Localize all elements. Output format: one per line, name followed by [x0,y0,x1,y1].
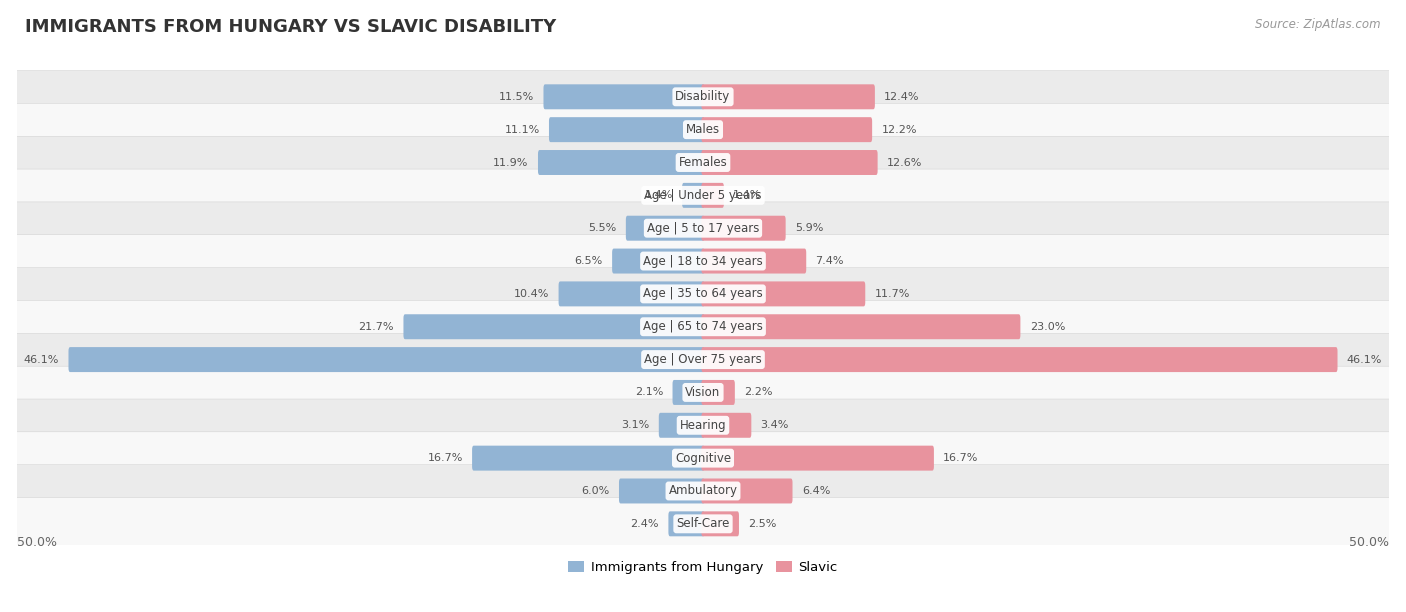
Text: Self-Care: Self-Care [676,517,730,531]
FancyBboxPatch shape [702,512,740,536]
FancyBboxPatch shape [702,282,865,307]
Text: 6.0%: 6.0% [582,486,610,496]
FancyBboxPatch shape [702,380,735,405]
Text: Disability: Disability [675,91,731,103]
Text: 11.1%: 11.1% [505,125,540,135]
FancyBboxPatch shape [659,413,704,438]
FancyBboxPatch shape [702,215,786,241]
FancyBboxPatch shape [702,413,751,438]
FancyBboxPatch shape [6,334,1400,386]
FancyBboxPatch shape [702,84,875,110]
Text: 2.5%: 2.5% [748,519,776,529]
Text: 46.1%: 46.1% [1347,354,1382,365]
FancyBboxPatch shape [626,215,704,241]
FancyBboxPatch shape [702,446,934,471]
Text: 2.4%: 2.4% [630,519,659,529]
Text: Vision: Vision [685,386,721,399]
Text: 1.4%: 1.4% [644,190,673,200]
Text: 3.4%: 3.4% [761,420,789,430]
Text: 2.2%: 2.2% [744,387,773,397]
Text: 5.9%: 5.9% [794,223,824,233]
FancyBboxPatch shape [538,150,704,175]
Text: Age | Under 5 years: Age | Under 5 years [644,189,762,202]
Text: Hearing: Hearing [679,419,727,432]
FancyBboxPatch shape [6,70,1400,123]
FancyBboxPatch shape [472,446,704,471]
FancyBboxPatch shape [702,150,877,175]
FancyBboxPatch shape [6,267,1400,320]
Text: 6.4%: 6.4% [801,486,830,496]
FancyBboxPatch shape [6,103,1400,156]
Text: 12.6%: 12.6% [887,157,922,168]
FancyBboxPatch shape [544,84,704,110]
Text: 21.7%: 21.7% [359,322,394,332]
FancyBboxPatch shape [619,479,704,504]
FancyBboxPatch shape [682,183,704,208]
Text: 12.2%: 12.2% [882,125,917,135]
FancyBboxPatch shape [404,314,704,339]
Text: 2.1%: 2.1% [636,387,664,397]
Text: Age | 65 to 74 years: Age | 65 to 74 years [643,320,763,334]
Text: 12.4%: 12.4% [884,92,920,102]
FancyBboxPatch shape [69,347,704,372]
FancyBboxPatch shape [548,117,704,142]
Legend: Immigrants from Hungary, Slavic: Immigrants from Hungary, Slavic [562,556,844,580]
Text: 50.0%: 50.0% [1350,536,1389,549]
FancyBboxPatch shape [6,432,1400,485]
Text: Ambulatory: Ambulatory [668,485,738,498]
FancyBboxPatch shape [702,117,872,142]
FancyBboxPatch shape [6,399,1400,452]
FancyBboxPatch shape [672,380,704,405]
Text: Age | 18 to 34 years: Age | 18 to 34 years [643,255,763,267]
Text: 5.5%: 5.5% [588,223,616,233]
FancyBboxPatch shape [6,235,1400,287]
Text: Males: Males [686,123,720,136]
Text: Age | 35 to 64 years: Age | 35 to 64 years [643,288,763,300]
Text: 1.4%: 1.4% [733,190,762,200]
FancyBboxPatch shape [702,183,724,208]
FancyBboxPatch shape [702,479,793,504]
Text: 7.4%: 7.4% [815,256,844,266]
Text: 16.7%: 16.7% [943,453,979,463]
Text: 50.0%: 50.0% [17,536,56,549]
Text: 6.5%: 6.5% [575,256,603,266]
Text: 11.5%: 11.5% [499,92,534,102]
Text: Age | Over 75 years: Age | Over 75 years [644,353,762,366]
Text: 23.0%: 23.0% [1029,322,1066,332]
FancyBboxPatch shape [6,136,1400,188]
FancyBboxPatch shape [612,248,704,274]
FancyBboxPatch shape [558,282,704,307]
FancyBboxPatch shape [6,366,1400,419]
Text: 10.4%: 10.4% [513,289,550,299]
FancyBboxPatch shape [6,202,1400,255]
Text: Age | 5 to 17 years: Age | 5 to 17 years [647,222,759,234]
Text: IMMIGRANTS FROM HUNGARY VS SLAVIC DISABILITY: IMMIGRANTS FROM HUNGARY VS SLAVIC DISABI… [25,18,557,36]
Text: 3.1%: 3.1% [621,420,650,430]
Text: Source: ZipAtlas.com: Source: ZipAtlas.com [1256,18,1381,31]
FancyBboxPatch shape [6,169,1400,222]
FancyBboxPatch shape [702,347,1337,372]
FancyBboxPatch shape [6,498,1400,550]
Text: Females: Females [679,156,727,169]
FancyBboxPatch shape [702,248,806,274]
FancyBboxPatch shape [702,314,1021,339]
Text: Cognitive: Cognitive [675,452,731,465]
FancyBboxPatch shape [6,300,1400,353]
FancyBboxPatch shape [668,512,704,536]
Text: 11.7%: 11.7% [875,289,910,299]
Text: 16.7%: 16.7% [427,453,463,463]
Text: 46.1%: 46.1% [24,354,59,365]
FancyBboxPatch shape [6,465,1400,517]
Text: 11.9%: 11.9% [494,157,529,168]
